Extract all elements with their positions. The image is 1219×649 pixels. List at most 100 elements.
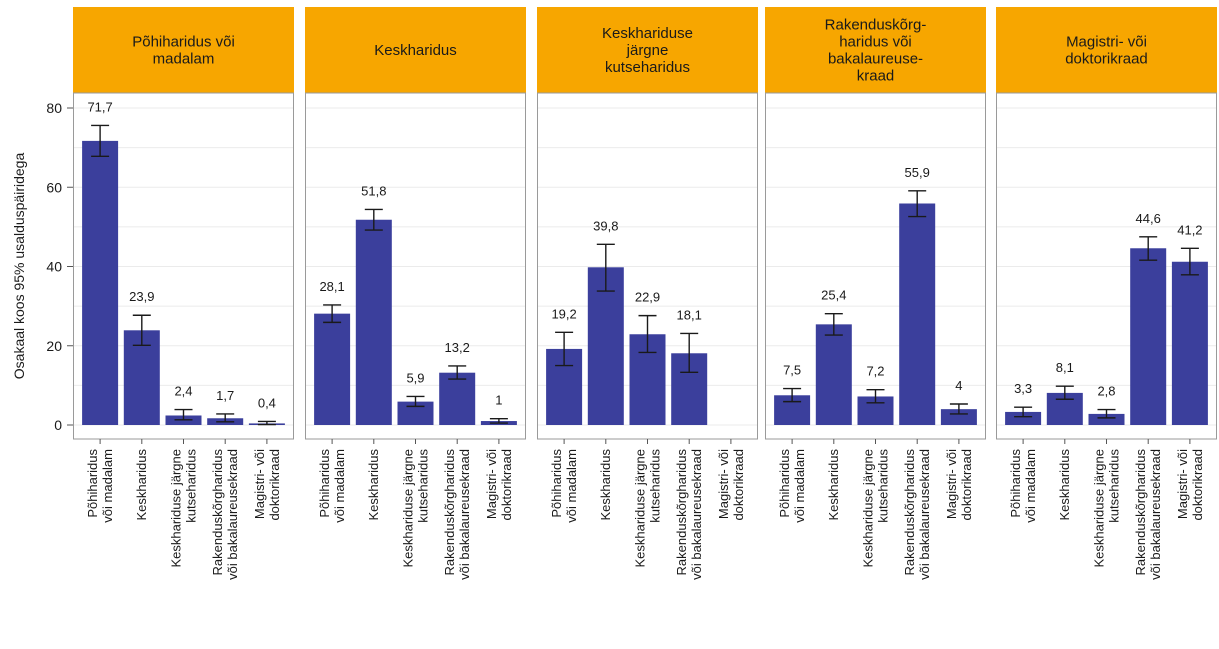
y-tick-label: 20 bbox=[46, 338, 62, 354]
panel-title-line: Keskhariduse bbox=[602, 25, 693, 42]
data-label: 7,5 bbox=[783, 363, 801, 378]
x-tick-label: Keskharidus bbox=[1057, 449, 1072, 521]
error-bar bbox=[1139, 236, 1158, 261]
panel-strip bbox=[537, 7, 758, 93]
panel-2: Keskharidus Põhiharidusvõi madalam 28,1 Kes… bbox=[305, 7, 526, 580]
x-tick-label-line: Põhiharidus bbox=[549, 449, 564, 518]
panel-title-line: Põhiharidus või bbox=[132, 34, 235, 51]
x-tick-label-line: või bakalaureusekraad bbox=[225, 449, 240, 580]
x-tick-label: Keskharidus bbox=[134, 449, 149, 521]
data-label: 23,9 bbox=[129, 289, 154, 304]
bar bbox=[587, 267, 624, 425]
data-label: 71,7 bbox=[87, 99, 112, 114]
x-tick-label: Keskhariduse järgnekutseharidus bbox=[169, 449, 199, 568]
bar bbox=[1171, 261, 1208, 425]
x-tick-label-line: Magistri- või bbox=[716, 449, 731, 519]
error-bar bbox=[555, 331, 574, 367]
x-tick-label-line: Keskharidus bbox=[1057, 449, 1072, 521]
error-bar bbox=[448, 365, 467, 380]
x-tick-label-line: doktorikraad bbox=[1190, 449, 1205, 521]
data-label: 28,1 bbox=[319, 279, 344, 294]
x-tick-label-line: doktorikraad bbox=[499, 449, 514, 521]
x-tick-label-line: Keskharidus bbox=[826, 449, 841, 521]
data-label: 2,8 bbox=[1097, 384, 1115, 399]
error-bar bbox=[596, 243, 615, 292]
data-label: 1 bbox=[495, 393, 502, 408]
x-tick-label-line: kutseharidus bbox=[876, 449, 891, 523]
data-label: 39,8 bbox=[593, 218, 618, 233]
y-tick-label: 60 bbox=[46, 179, 62, 195]
data-label: 1,7 bbox=[216, 388, 234, 403]
error-bar bbox=[323, 304, 342, 324]
bar bbox=[940, 409, 977, 425]
x-tick-label-line: või madalam bbox=[564, 449, 579, 523]
x-tick-label-line: Rakenduskõrgharidus bbox=[442, 449, 457, 576]
data-label: 13,2 bbox=[445, 340, 470, 355]
x-tick-label-line: või bakalaureusekraad bbox=[689, 449, 704, 580]
bar bbox=[1005, 411, 1042, 425]
x-tick-label-line: või madalam bbox=[332, 449, 347, 523]
x-tick-label-line: või madalam bbox=[100, 449, 115, 523]
x-tick-label-line: Rakenduskõrgharidus bbox=[674, 449, 689, 576]
x-tick-label: Rakenduskõrgharidusvõi bakalaureusekraad bbox=[210, 449, 240, 580]
data-label: 51,8 bbox=[361, 183, 386, 198]
x-tick-label-line: Keskhariduse järgne bbox=[861, 449, 876, 568]
x-tick-label: Keskhariduse järgnekutseharidus bbox=[401, 449, 431, 568]
x-tick-label: Rakenduskõrgharidusvõi bakalaureusekraad bbox=[674, 449, 704, 580]
panel-title-line: Magistri- või bbox=[1066, 34, 1147, 51]
data-label: 8,1 bbox=[1056, 360, 1074, 375]
error-bar bbox=[638, 314, 657, 354]
x-tick-label-line: Rakenduskõrgharidus bbox=[1133, 449, 1148, 576]
x-tick-label: Magistri- võidoktorikraad bbox=[252, 449, 282, 521]
x-tick-label-line: kutseharidus bbox=[416, 449, 431, 523]
data-label: 2,4 bbox=[174, 384, 192, 399]
panel-title-line: doktorikraad bbox=[1065, 51, 1148, 68]
error-bar bbox=[949, 403, 968, 415]
x-tick-label-line: Põhiharidus bbox=[317, 449, 332, 518]
x-tick-label-line: või bakalaureusekraad bbox=[917, 449, 932, 580]
y-tick-label: 40 bbox=[46, 259, 62, 275]
x-tick-label-line: kutseharidus bbox=[1107, 449, 1122, 523]
panel-title-line: Keskharidus bbox=[374, 42, 457, 59]
y-axis-label: Osakaal koos 95% usalduspäiridega bbox=[11, 153, 27, 380]
panel-title-line: madalam bbox=[153, 51, 215, 68]
panel-strip bbox=[765, 7, 986, 93]
x-tick-label-line: Magistri- või bbox=[944, 449, 959, 519]
error-bar bbox=[216, 413, 235, 423]
error-bar bbox=[406, 395, 425, 408]
panel-strip bbox=[305, 7, 526, 93]
error-bar bbox=[866, 389, 885, 404]
x-tick-label-line: Keskharidus bbox=[134, 449, 149, 521]
data-label: 18,1 bbox=[677, 307, 702, 322]
x-tick-label: Keskharidus bbox=[826, 449, 841, 521]
x-tick-label: Magistri- võidoktorikraad bbox=[944, 449, 974, 521]
panel-title-line: kraad bbox=[857, 68, 895, 85]
bar bbox=[815, 324, 852, 425]
panel-4: Rakenduskõrg-haridus võibakalaureuse-kra… bbox=[765, 7, 986, 580]
x-tick-label: Põhiharidusvõi madalam bbox=[1008, 449, 1038, 523]
x-tick-label: Magistri- võidoktorikraad bbox=[484, 449, 514, 521]
bar bbox=[439, 372, 476, 425]
bar bbox=[899, 203, 936, 425]
bar bbox=[355, 219, 392, 425]
error-bar bbox=[257, 420, 276, 426]
x-tick-label: Rakenduskõrgharidusvõi bakalaureusekraad bbox=[902, 449, 932, 580]
x-tick-label: Keskhariduse järgnekutseharidus bbox=[633, 449, 663, 568]
data-label: 25,4 bbox=[821, 288, 846, 303]
y-tick-label: 80 bbox=[46, 100, 62, 116]
x-tick-label-line: Magistri- või bbox=[1175, 449, 1190, 519]
x-tick-label-line: Keskharidus bbox=[598, 449, 613, 521]
x-tick-label-line: Põhiharidus bbox=[1008, 449, 1023, 518]
bar bbox=[314, 313, 351, 425]
data-label: 55,9 bbox=[905, 165, 930, 180]
error-bar bbox=[1014, 406, 1033, 418]
error-bar bbox=[174, 408, 193, 421]
x-tick-label-line: või madalam bbox=[792, 449, 807, 523]
x-tick-label-line: Põhiharidus bbox=[777, 449, 792, 518]
x-tick-label-line: või madalam bbox=[1023, 449, 1038, 523]
x-tick-label-line: doktorikraad bbox=[731, 449, 746, 521]
error-bar bbox=[364, 208, 383, 231]
